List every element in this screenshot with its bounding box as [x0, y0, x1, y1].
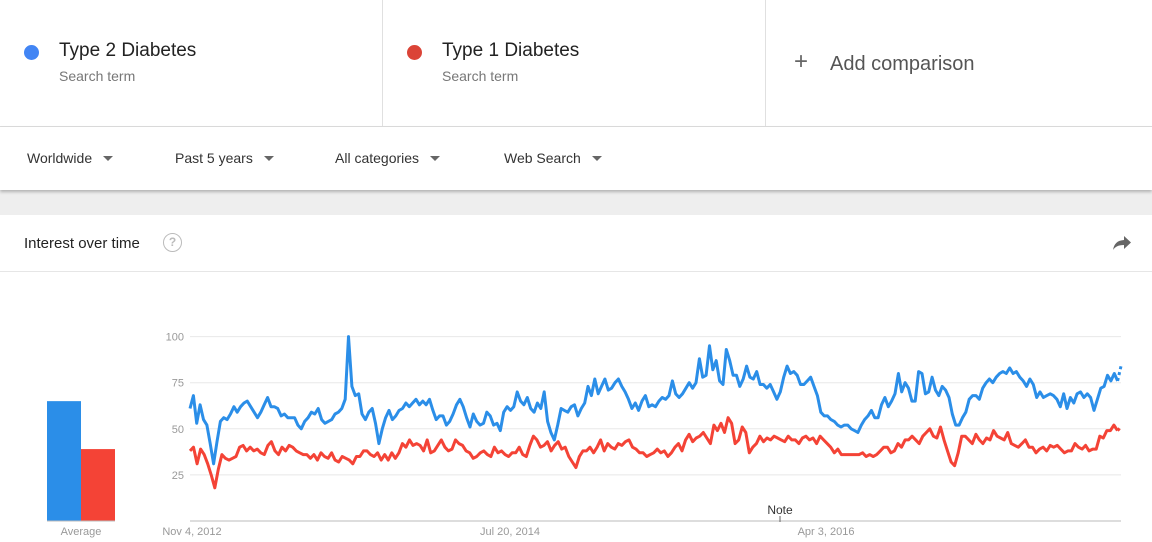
- card-title: Interest over time: [24, 235, 140, 252]
- region-dropdown[interactable]: Worldwide: [27, 150, 114, 166]
- search-type-label: Web Search: [504, 150, 581, 166]
- category-label: All categories: [335, 150, 420, 166]
- term-subtitle: Search term: [442, 68, 519, 84]
- add-comparison-button[interactable]: + Add comparison: [766, 0, 1152, 126]
- x-axis-ticks: Nov 4, 2012 Jul 20, 2014 Apr 3, 2016: [162, 526, 854, 538]
- x-tick-label: Apr 3, 2016: [798, 526, 855, 538]
- average-bar: [47, 401, 81, 521]
- term-card-type-2[interactable]: Type 2 Diabetes Search term: [0, 0, 383, 126]
- term-name[interactable]: Type 2 Diabetes: [59, 40, 197, 61]
- average-bars: [47, 401, 115, 522]
- average-label: Average: [61, 526, 102, 538]
- interest-over-time-card: Interest over time ? 25 50 75 100 Average N…: [0, 215, 1152, 542]
- add-comparison-label: Add comparison: [830, 53, 975, 75]
- x-tick-label: Nov 4, 2012: [162, 526, 221, 538]
- note-annotation[interactable]: Note: [767, 503, 793, 522]
- filter-bar: Worldwide Past 5 years All categories We…: [0, 127, 1152, 190]
- y-tick-label: 50: [172, 424, 184, 436]
- series-line: [188, 335, 1119, 466]
- help-icon[interactable]: ?: [163, 233, 182, 252]
- card-header: Interest over time ?: [0, 215, 1152, 272]
- search-type-dropdown[interactable]: Web Search: [504, 150, 602, 166]
- y-tick-label: 100: [166, 332, 184, 344]
- series-line: [188, 416, 1119, 490]
- series-partial-segment: [1116, 365, 1123, 382]
- period-dropdown[interactable]: Past 5 years: [175, 150, 274, 166]
- term-name[interactable]: Type 1 Diabetes: [442, 40, 580, 61]
- category-dropdown[interactable]: All categories: [335, 150, 441, 166]
- interest-chart: 25 50 75 100 Average Nov 4, 2012 Jul 20, 201…: [47, 332, 1123, 538]
- term-card-type-1[interactable]: Type 1 Diabetes Search term: [383, 0, 766, 126]
- note-label[interactable]: Note: [767, 503, 793, 517]
- series-lines: [188, 335, 1123, 490]
- caret-down-icon: [263, 155, 274, 161]
- y-tick-label: 25: [172, 470, 184, 482]
- series-color-dot: [407, 45, 422, 60]
- y-tick-label: 75: [172, 378, 184, 390]
- y-axis-ticks: 25 50 75 100: [166, 332, 184, 482]
- caret-down-icon: [430, 155, 441, 161]
- search-terms-bar: Type 2 Diabetes Search term Type 1 Diabe…: [0, 0, 1152, 127]
- share-icon[interactable]: [1112, 235, 1132, 251]
- series-color-dot: [24, 45, 39, 60]
- region-label: Worldwide: [27, 150, 93, 166]
- average-bar: [81, 449, 115, 521]
- caret-down-icon: [103, 155, 114, 161]
- plus-icon: +: [794, 48, 809, 75]
- caret-down-icon: [591, 155, 602, 161]
- term-subtitle: Search term: [59, 68, 136, 84]
- series-partial-segment: [1116, 425, 1123, 432]
- period-label: Past 5 years: [175, 150, 253, 166]
- x-tick-label: Jul 20, 2014: [480, 526, 540, 538]
